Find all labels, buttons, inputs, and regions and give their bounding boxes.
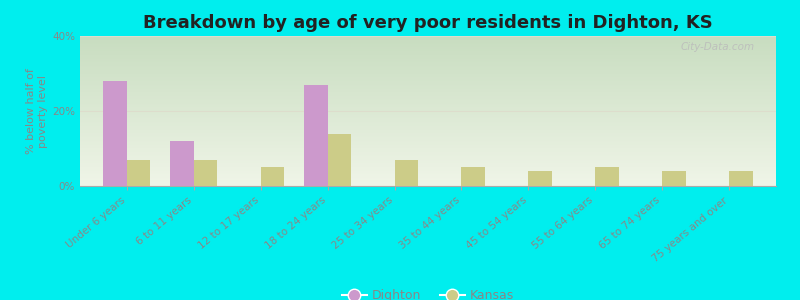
- Bar: [595, 167, 618, 186]
- Bar: [261, 167, 284, 186]
- Bar: [103, 81, 127, 186]
- Legend: Dighton, Kansas: Dighton, Kansas: [337, 284, 519, 300]
- Bar: [729, 171, 753, 186]
- Bar: [394, 160, 418, 186]
- Title: Breakdown by age of very poor residents in Dighton, KS: Breakdown by age of very poor residents …: [143, 14, 713, 32]
- Bar: [328, 134, 351, 186]
- Bar: [127, 160, 150, 186]
- Text: City-Data.com: City-Data.com: [681, 42, 755, 52]
- Bar: [462, 167, 485, 186]
- Bar: [662, 171, 686, 186]
- Bar: [194, 160, 217, 186]
- Bar: [528, 171, 552, 186]
- Y-axis label: % below half of
poverty level: % below half of poverty level: [26, 68, 48, 154]
- Bar: [304, 85, 328, 186]
- Bar: [170, 141, 194, 186]
